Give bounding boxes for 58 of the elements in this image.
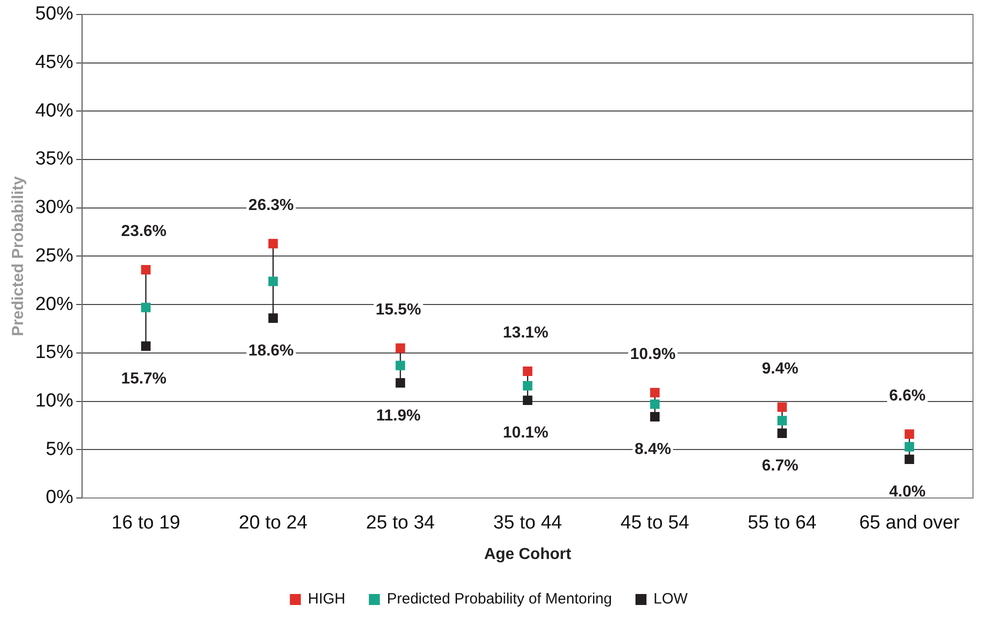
data-label: 23.6%	[121, 223, 167, 240]
legend-label: Predicted Probability of Mentoring	[386, 590, 612, 608]
data-label: 26.3%	[248, 197, 294, 214]
data-label: 8.4%	[634, 441, 672, 458]
y-tick-label: 10%	[35, 390, 74, 412]
data-label: 13.1%	[502, 324, 548, 342]
x-tick-label: 25 to 34	[366, 512, 436, 534]
point	[522, 381, 532, 391]
x-axis-title: Age Cohort	[484, 546, 572, 563]
y-tick-label: 20%	[35, 294, 74, 315]
point	[650, 388, 660, 398]
point	[396, 360, 406, 370]
x-tick-label: 35 to 44	[493, 512, 562, 534]
point	[141, 302, 151, 312]
y-tick-label: 40%	[35, 100, 74, 122]
data-label: 18.6%	[248, 342, 294, 360]
data-label: 6.7%	[762, 458, 798, 475]
point	[268, 238, 278, 248]
point	[522, 396, 532, 406]
y-tick-label: 0%	[46, 487, 74, 508]
y-tick-label: 15%	[35, 342, 74, 364]
point	[141, 341, 151, 351]
data-label: 15.7%	[121, 370, 167, 388]
point	[268, 313, 278, 323]
x-tick-label: 20 to 24	[238, 512, 308, 534]
x-tick-label: 45 to 54	[620, 512, 690, 534]
y-tick-label: 50%	[35, 4, 74, 25]
y-tick-label: 5%	[46, 438, 74, 460]
point	[904, 442, 914, 452]
x-tick-label: 65 and over	[859, 512, 960, 534]
data-label: 6.6%	[889, 388, 926, 405]
point	[904, 429, 914, 439]
point	[650, 399, 660, 409]
point	[522, 366, 532, 376]
x-tick-label: 16 to 19	[112, 512, 180, 534]
data-label: 11.9%	[376, 407, 421, 424]
y-tick-label: 45%	[35, 52, 74, 73]
point	[904, 454, 914, 464]
y-tick-label: 30%	[35, 197, 74, 218]
point	[396, 378, 406, 388]
data-label: 10.1%	[502, 424, 548, 442]
point	[141, 265, 151, 274]
point	[268, 276, 278, 286]
y-tick-label: 25%	[35, 245, 74, 266]
legend-label: LOW	[653, 590, 688, 608]
point	[777, 402, 787, 412]
point	[777, 416, 787, 426]
point	[396, 343, 406, 353]
data-label: 15.5%	[376, 301, 422, 318]
y-axis-title: Predicted Probability	[10, 176, 28, 336]
x-tick-label: 55 to 64	[748, 512, 817, 534]
point	[777, 428, 787, 438]
y-tick-label: 35%	[35, 148, 74, 170]
data-label: 10.9%	[630, 346, 676, 363]
legend-label: HIGH	[308, 590, 346, 608]
point	[650, 412, 660, 422]
data-label: 4.0%	[889, 484, 926, 501]
data-label: 9.4%	[762, 360, 798, 378]
